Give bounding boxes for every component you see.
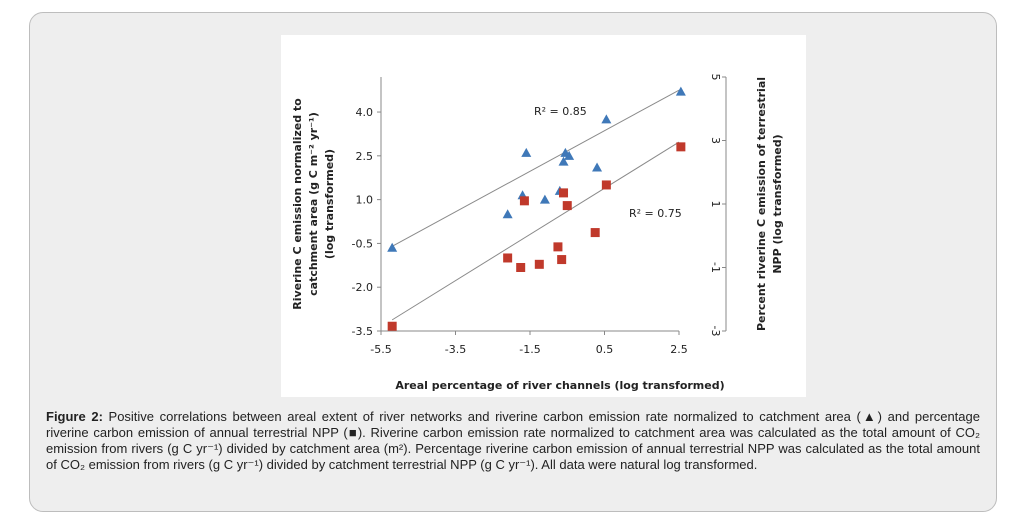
y2-tick-label: 1 xyxy=(709,201,722,208)
data-point-triangle xyxy=(592,162,603,172)
data-point-triangle xyxy=(502,209,513,219)
y2-tick-label: 3 xyxy=(709,137,722,144)
x-tick-label: 0.5 xyxy=(596,343,614,356)
y2-axis-title-line: Percent riverine C emission of terrestri… xyxy=(755,77,768,331)
data-point-triangle xyxy=(675,86,686,96)
data-point-triangle xyxy=(601,114,612,124)
y2-axis-title-line: NPP (log transformed) xyxy=(771,134,784,273)
y-tick-label: -3.5 xyxy=(352,325,373,338)
y-tick-label: 4.0 xyxy=(356,106,374,119)
y-tick-label: -2.0 xyxy=(352,281,373,294)
data-point-square xyxy=(559,188,569,198)
data-point-square xyxy=(553,242,563,252)
y-axis-title-line: Riverine C emission normalized to xyxy=(291,98,304,310)
y2-tick-label: 5 xyxy=(709,74,722,81)
y2-tick-label: -3 xyxy=(709,326,722,337)
data-point-square xyxy=(557,255,567,265)
y-tick-label: 1.0 xyxy=(356,194,374,207)
data-point-square xyxy=(601,180,611,190)
chart-area: 4.0 2.5 1.0 -0.5 -2.0 -3.5 -5.5 -3.5 -1.5 0.5 2.5 5… xyxy=(281,35,806,397)
trendline-triangle xyxy=(391,89,680,247)
data-point-triangle xyxy=(539,194,550,204)
data-point-triangle xyxy=(521,147,532,157)
data-point-triangle xyxy=(564,150,575,160)
x-tick-label: -5.5 xyxy=(370,343,391,356)
data-point-square xyxy=(562,201,572,211)
y2-tick-label: -1 xyxy=(709,262,722,273)
figure-caption: Figure 2: Positive correlations between … xyxy=(46,409,980,473)
data-point-square xyxy=(519,196,529,206)
caption-text: Positive correlations between areal exte… xyxy=(46,409,980,472)
x-tick-label: 2.5 xyxy=(670,343,688,356)
caption-label: Figure 2: xyxy=(46,409,103,424)
x-tick-label: -1.5 xyxy=(519,343,540,356)
data-point-square xyxy=(534,259,544,269)
y-axis-title-line: (log transformed) xyxy=(323,149,336,259)
data-point-square xyxy=(516,263,526,272)
data-point-square xyxy=(590,228,600,238)
r-squared-label: R² = 0.85 xyxy=(534,105,587,118)
x-tick-label: -3.5 xyxy=(445,343,466,356)
r-squared-label: R² = 0.75 xyxy=(629,207,682,220)
data-point-square xyxy=(676,142,686,152)
data-point-square xyxy=(387,321,397,331)
trendline-square xyxy=(391,141,680,321)
data-point-triangle xyxy=(558,156,569,166)
figure-frame: 4.0 2.5 1.0 -0.5 -2.0 -3.5 -5.5 -3.5 -1.5 0.5 2.5 5… xyxy=(29,12,997,512)
scatter-chart: 4.0 2.5 1.0 -0.5 -2.0 -3.5 -5.5 -3.5 -1.5 0.5 2.5 5… xyxy=(291,74,784,393)
y-tick-label: -0.5 xyxy=(352,237,373,250)
data-point-triangle xyxy=(387,242,398,252)
data-point-square xyxy=(503,253,513,263)
y-tick-label: 2.5 xyxy=(356,150,374,163)
y-axis-title-line: catchment area (g C m⁻² yr⁻¹) xyxy=(307,112,320,296)
x-axis-title: Areal percentage of river channels (log … xyxy=(395,379,724,392)
